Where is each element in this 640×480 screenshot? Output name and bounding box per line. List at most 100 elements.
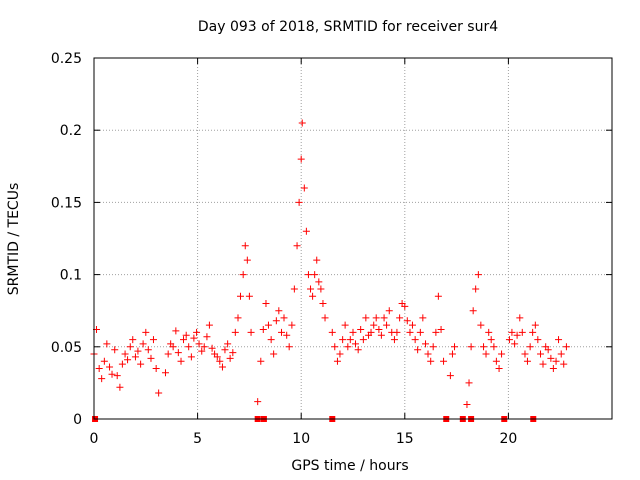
data-point [304, 271, 312, 279]
data-point [231, 328, 239, 336]
data-point [221, 346, 229, 354]
data-point [383, 321, 391, 329]
data-point [521, 350, 529, 358]
plot-frame [93, 57, 613, 420]
data-point [357, 325, 365, 333]
data-point [523, 357, 531, 365]
data-point [448, 350, 456, 358]
data-point [190, 334, 198, 342]
data-point [472, 285, 480, 293]
data-point [121, 350, 129, 358]
data-point [408, 321, 416, 329]
data-point [177, 357, 185, 365]
data-point [547, 354, 555, 362]
data-point [375, 325, 383, 333]
data-point [200, 343, 208, 351]
data-point [234, 314, 242, 322]
data-point [152, 364, 160, 372]
data-point [174, 349, 182, 357]
data-point [349, 328, 357, 336]
data-point [288, 321, 296, 329]
data-point [259, 325, 267, 333]
data-point [272, 317, 280, 325]
data-point [205, 321, 213, 329]
data-point [208, 344, 216, 352]
data-point [469, 307, 477, 315]
data-point [236, 292, 244, 300]
data-point [185, 343, 193, 351]
data-point [295, 198, 303, 206]
x-tick-label: 15 [396, 431, 414, 447]
data-point [331, 343, 339, 351]
data-point [537, 350, 545, 358]
chart-title: Day 093 of 2018, SRMTID for receiver sur… [198, 19, 498, 35]
data-point [511, 340, 519, 348]
data-point [437, 325, 445, 333]
data-point [224, 340, 232, 348]
data-point [164, 350, 172, 358]
data-point [487, 336, 495, 344]
data-point [103, 340, 111, 348]
data-point [446, 372, 454, 380]
data-point [513, 331, 521, 339]
data-point [344, 343, 352, 351]
data-point [482, 350, 490, 358]
data-point [549, 364, 557, 372]
data-point [218, 363, 226, 371]
data-point [134, 347, 142, 355]
data-point [311, 271, 319, 279]
data-point [131, 353, 139, 361]
data-point [560, 360, 568, 368]
data-point [280, 314, 288, 322]
data-point [113, 372, 121, 380]
data-point [307, 285, 315, 293]
data-point [451, 343, 459, 351]
grid-lines [94, 58, 612, 419]
data-point [557, 350, 565, 358]
x-tick-label: 5 [193, 431, 202, 447]
data-point [440, 357, 448, 365]
data-point [539, 360, 547, 368]
data-point [555, 336, 563, 344]
data-point [139, 340, 147, 348]
data-point [193, 328, 201, 336]
axis-ticks [93, 57, 612, 420]
data-point [147, 354, 155, 362]
x-tick-labels: 0 5 10 15 20 [90, 431, 518, 447]
data-point [485, 328, 493, 336]
data-point [372, 314, 380, 322]
data-point [414, 346, 422, 354]
data-point [495, 364, 503, 372]
data-point [142, 328, 150, 336]
data-point [341, 321, 349, 329]
data-point [370, 321, 378, 329]
y-tick-label: 0.2 [60, 123, 82, 139]
data-point [422, 340, 430, 348]
data-point [354, 346, 362, 354]
data-point [411, 336, 419, 344]
data-point [424, 350, 432, 358]
data-point [516, 314, 524, 322]
data-point [403, 317, 411, 325]
x-tick-label: 10 [292, 431, 310, 447]
data-point [149, 336, 157, 344]
data-point [275, 307, 283, 315]
data-point [390, 336, 398, 344]
data-point [309, 292, 317, 300]
x-tick-label: 20 [499, 431, 517, 447]
data-point [480, 343, 488, 351]
data-point [505, 336, 513, 344]
data-point [111, 346, 119, 354]
data-point [161, 369, 169, 377]
data-point [213, 353, 221, 361]
data-point [129, 336, 137, 344]
data-point [187, 353, 195, 361]
data-point [264, 321, 272, 329]
data-point [492, 357, 500, 365]
data-point [241, 242, 249, 250]
data-point [180, 336, 188, 344]
data-point [427, 357, 435, 365]
data-point [432, 328, 440, 336]
data-point [98, 375, 106, 383]
